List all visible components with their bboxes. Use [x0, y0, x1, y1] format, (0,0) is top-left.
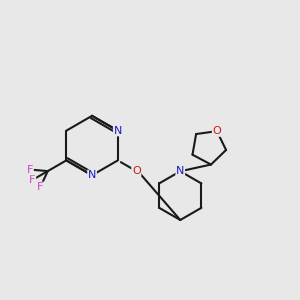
Text: N: N [88, 170, 96, 180]
Text: O: O [132, 166, 141, 176]
Text: O: O [212, 126, 221, 136]
Text: N: N [176, 166, 184, 176]
Text: F: F [37, 182, 44, 192]
Text: F: F [27, 164, 33, 175]
Text: F: F [29, 175, 35, 185]
Text: N: N [114, 126, 122, 136]
